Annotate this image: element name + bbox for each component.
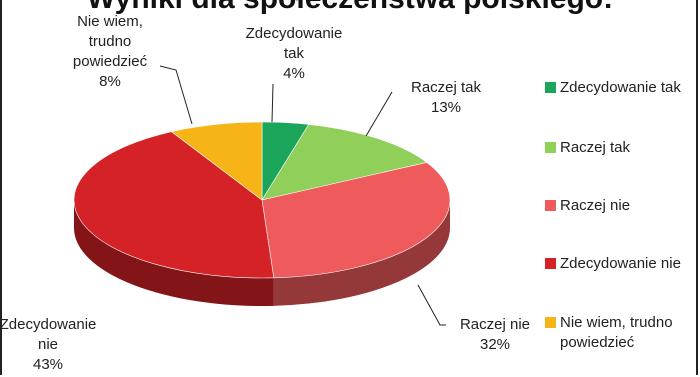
data-label-text: trudno	[89, 33, 132, 50]
pie-slices	[73, 121, 451, 279]
legend-label: Raczej tak	[560, 139, 631, 156]
legend-swatch	[545, 200, 556, 211]
data-label-text: Zdecydowanie	[0, 316, 96, 333]
data-label-text: 32%	[480, 336, 510, 353]
legend-label: Raczej nie	[560, 197, 630, 214]
pie-sides	[74, 200, 450, 306]
data-label-text: nie	[38, 336, 58, 353]
legend-item-4: Nie wiem, trudno powiedzieć	[545, 314, 673, 351]
pie-slice-3	[73, 131, 275, 279]
data-label-1: Raczej tak 13%	[365, 79, 482, 137]
leader-line	[365, 91, 393, 137]
pie-slice-1	[261, 124, 428, 201]
legend-label: powiedzieć	[560, 334, 635, 351]
data-label-text: Raczej nie	[460, 316, 530, 333]
data-label-text: Nie wiem,	[77, 13, 143, 30]
data-label-4: Nie wiem, trudno powiedzieć 8%	[73, 13, 193, 125]
data-label-text: 13%	[431, 99, 461, 116]
legend-item-0: Zdecydowanie tak	[545, 79, 681, 96]
leader-line	[417, 284, 446, 326]
pie-side-3	[74, 200, 274, 306]
data-label-text: 4%	[283, 65, 305, 82]
pie-slice-4	[170, 121, 263, 201]
legend-swatch	[545, 258, 556, 269]
data-label-text: tak	[284, 45, 305, 62]
legend-item-3: Zdecydowanie nie	[545, 255, 681, 272]
legend-label: Nie wiem, trudno	[560, 314, 673, 331]
data-label-3: Zdecydowanie nie 43%	[0, 316, 96, 373]
legend-swatch	[545, 142, 556, 153]
legend-label: Zdecydowanie tak	[560, 79, 681, 96]
leader-line	[159, 65, 193, 125]
data-label-text: 43%	[33, 356, 63, 373]
data-label-text: powiedzieć	[73, 53, 148, 70]
legend-swatch	[545, 317, 556, 328]
legend-label: Zdecydowanie nie	[560, 255, 681, 272]
leader-line	[271, 83, 274, 123]
data-label-0: Zdecydowanie tak 4%	[246, 25, 343, 123]
legend-item-2: Raczej nie	[545, 197, 630, 214]
legend-swatch	[545, 82, 556, 93]
data-label-text: 8%	[99, 73, 121, 90]
chart-title: Wyniki dla społeczeństwa polskiego:	[0, 0, 700, 16]
legend: Zdecydowanie tak Raczej tak Raczej nie Zdec…	[545, 79, 681, 351]
data-label-text: Zdecydowanie	[246, 25, 343, 42]
pie-slice-2	[261, 162, 451, 279]
data-label-2: Raczej nie 32%	[417, 284, 530, 353]
data-labels: Zdecydowanie tak 4% Raczej tak 13% Raczej nie…	[0, 13, 530, 373]
data-label-text: Raczej tak	[411, 79, 482, 96]
pie-side-2	[273, 200, 450, 306]
legend-item-1: Raczej tak	[545, 139, 631, 156]
